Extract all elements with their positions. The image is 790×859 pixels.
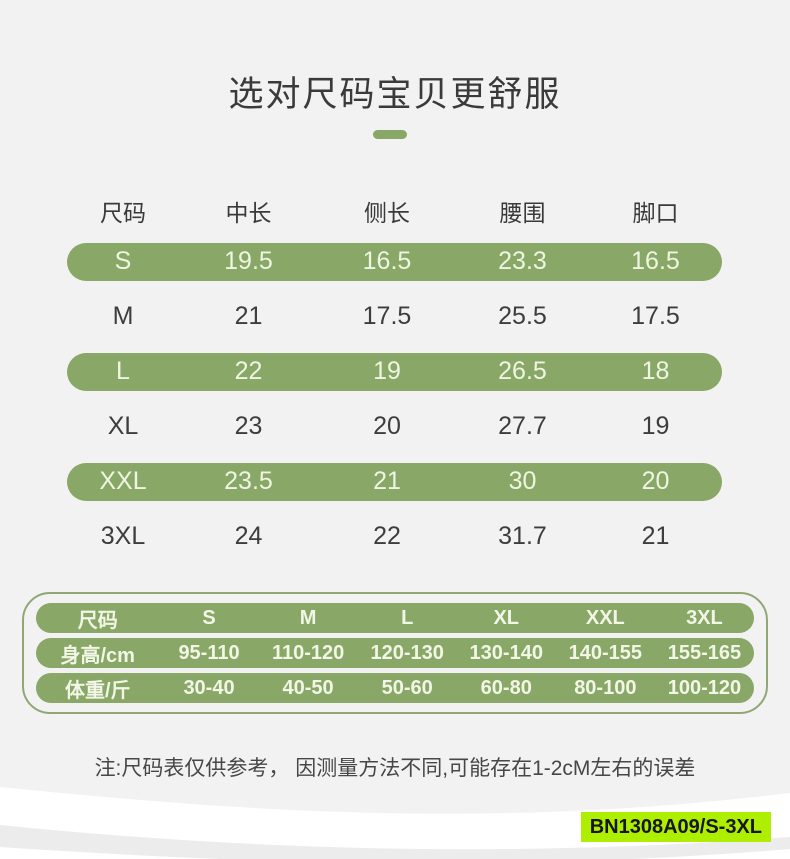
fit-cell-1-6: 155-165 [667,641,742,664]
size-value-2: 26.5 [498,357,547,385]
fit-cell-1-2: 110-120 [271,641,345,664]
note-text: 注:尺码表仅供参考， 因测量方法不同,可能存在1-2cM左右的误差 [94,757,696,780]
size-label: S [114,247,132,275]
fit-cell-0-2: M [299,606,317,629]
size-label: XXL [99,467,147,495]
size-value-1: 16.5 [362,247,412,275]
size-value-1: 17.5 [362,302,412,330]
size-row-XXL: XXL 23.5 21 30 20 [67,462,722,501]
size-value-2: 27.7 [498,412,547,440]
fit-cell-0-3: L [401,606,414,629]
measurement-table-header: 尺码 中长 侧长 腰围 脚口 [67,188,722,234]
size-value-0: 19.5 [224,247,273,275]
size-label: 3XL [100,522,146,550]
fit-cell-0-4: XL [493,606,520,629]
fit-cell-2-0: 体重/斤 [64,679,131,702]
fit-row-2: 体重/斤 30-40 40-50 50-60 60-80 80-100 100-120 [36,673,754,703]
fit-cell-2-3: 50-60 [381,676,433,699]
fit-table: 尺码 S M L XL XXL 3XL 身高/cm 95-110 110-120 120-130 13… [22,592,768,714]
measurement-table: 尺码 中长 侧长 腰围 脚口 S 19.5 16.5 23.3 16.5 M 21 17.5 25.5 1… [67,188,722,564]
fit-cell-1-5: 140-155 [568,641,643,664]
size-value-1: 19 [373,357,401,385]
fit-cell-1-3: 120-130 [370,641,444,664]
size-value-2: 25.5 [498,302,547,330]
product-code-badge: BN1308A09/S-3XL [580,812,771,842]
fit-cell-2-1: 30-40 [183,676,235,699]
fit-cell-0-0: 尺码 [77,609,118,632]
size-value-0: 23 [234,412,263,440]
size-value-3: 16.5 [631,247,680,275]
measurement-header-col-4: 脚口 [632,200,679,226]
fit-cell-0-1: S [202,606,216,629]
size-value-0: 21 [234,302,263,330]
size-value-3: 19 [641,412,670,440]
fit-cell-1-1: 95-110 [178,641,240,664]
size-value-3: 20 [641,467,670,495]
size-row-XL: XL 23 20 27.7 19 [67,399,722,454]
size-label: L [116,357,130,385]
size-value-0: 22 [234,357,263,385]
size-value-0: 23.5 [224,467,273,495]
size-row-S: S 19.5 16.5 23.3 16.5 [67,242,722,281]
size-value-2: 31.7 [498,522,547,550]
size-value-1: 22 [373,522,401,550]
size-label: XL [107,412,139,440]
size-value-2: 30 [508,467,537,495]
fit-row-0: 尺码 S M L XL XXL 3XL [36,603,754,633]
fit-row-1: 身高/cm 95-110 110-120 120-130 130-140 140-155 1… [36,638,754,668]
fit-cell-1-4: 130-140 [469,641,543,664]
size-row-M: M 21 17.5 25.5 17.5 [67,289,722,344]
measurement-header-col-1: 中长 [225,200,272,226]
size-value-1: 20 [373,412,401,440]
size-row-3XL: 3XL 24 22 31.7 21 [67,509,722,564]
measurement-header-col-0: 尺码 [100,200,146,226]
fit-cell-2-2: 40-50 [282,676,334,699]
size-value-2: 23.3 [498,247,547,275]
size-value-3: 18 [641,357,670,385]
page-title: 选对尺码宝贝更舒服 [228,75,562,114]
size-value-3: 21 [641,522,670,550]
wave-gray-shape [0,825,790,859]
fit-cell-0-6: 3XL [686,606,723,629]
fit-cell-0-5: XXL [585,606,625,629]
size-value-1: 21 [373,467,401,495]
fit-cell-2-5: 80-100 [574,676,637,699]
size-value-0: 24 [234,522,263,550]
measurement-header-col-3: 腰围 [499,200,546,226]
title-underline-dash [373,130,407,139]
size-label: M [112,302,134,330]
fit-cell-2-6: 100-120 [667,676,742,699]
fit-cell-1-0: 身高/cm [60,644,135,667]
size-row-L: L 22 19 26.5 18 [67,352,722,391]
measurement-header-col-2: 侧长 [364,200,410,226]
fit-cell-2-4: 60-80 [480,676,532,699]
measurement-table-body: S 19.5 16.5 23.3 16.5 M 21 17.5 25.5 17.5 L 22 19 26.… [67,242,722,565]
size-value-3: 17.5 [631,302,680,330]
